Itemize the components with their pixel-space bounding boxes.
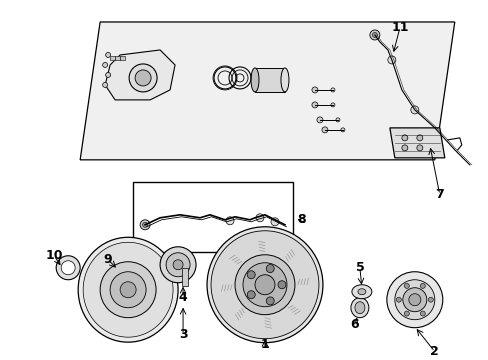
Circle shape: [243, 263, 286, 307]
Circle shape: [100, 262, 156, 318]
Circle shape: [416, 145, 422, 151]
Circle shape: [102, 82, 107, 87]
Text: 9: 9: [103, 253, 112, 266]
Circle shape: [277, 281, 285, 289]
Bar: [182, 268, 188, 286]
Circle shape: [265, 297, 274, 305]
Circle shape: [387, 56, 395, 64]
Bar: [120, 56, 125, 60]
Ellipse shape: [354, 302, 364, 314]
Ellipse shape: [281, 68, 288, 92]
Circle shape: [416, 135, 422, 141]
Circle shape: [311, 102, 317, 108]
Circle shape: [330, 88, 334, 92]
Circle shape: [247, 271, 255, 279]
Circle shape: [142, 222, 147, 227]
Circle shape: [394, 280, 434, 320]
Circle shape: [404, 311, 408, 316]
Polygon shape: [389, 128, 444, 158]
Circle shape: [401, 135, 407, 141]
Ellipse shape: [357, 289, 365, 295]
Polygon shape: [105, 50, 175, 100]
Circle shape: [311, 87, 317, 93]
Circle shape: [160, 247, 196, 283]
Circle shape: [206, 227, 322, 343]
Circle shape: [427, 297, 432, 302]
Circle shape: [102, 62, 107, 67]
Circle shape: [129, 64, 157, 92]
Text: 4: 4: [178, 291, 187, 304]
Circle shape: [173, 260, 183, 270]
Circle shape: [166, 253, 190, 277]
Polygon shape: [80, 22, 454, 160]
Circle shape: [135, 70, 151, 86]
Circle shape: [420, 283, 425, 288]
Circle shape: [120, 282, 136, 298]
Circle shape: [140, 220, 150, 230]
Ellipse shape: [83, 242, 173, 337]
Circle shape: [321, 127, 327, 133]
Ellipse shape: [250, 68, 259, 92]
Circle shape: [420, 311, 425, 316]
Circle shape: [410, 106, 418, 114]
Circle shape: [211, 231, 318, 339]
Ellipse shape: [351, 285, 371, 299]
Bar: [133, 182, 292, 252]
Bar: [110, 56, 115, 60]
Text: 2: 2: [429, 345, 438, 358]
Circle shape: [340, 128, 344, 132]
Circle shape: [372, 32, 377, 37]
Circle shape: [335, 118, 339, 122]
Text: 6: 6: [350, 318, 359, 331]
Ellipse shape: [78, 237, 178, 342]
Circle shape: [401, 145, 407, 151]
Circle shape: [225, 217, 234, 225]
Circle shape: [408, 294, 420, 306]
Circle shape: [396, 297, 401, 302]
Text: 1: 1: [260, 338, 269, 351]
Circle shape: [330, 103, 334, 107]
Circle shape: [316, 117, 322, 123]
Polygon shape: [254, 68, 285, 92]
Circle shape: [270, 218, 278, 226]
Text: 11: 11: [390, 22, 408, 35]
Circle shape: [247, 291, 255, 299]
Text: 7: 7: [434, 188, 443, 201]
Text: 5: 5: [355, 261, 364, 274]
Text: 10: 10: [45, 249, 63, 262]
Circle shape: [386, 272, 442, 328]
Circle shape: [255, 214, 264, 222]
Circle shape: [235, 255, 294, 315]
Text: 8: 8: [297, 213, 305, 226]
Circle shape: [105, 72, 110, 77]
Circle shape: [56, 256, 80, 280]
Circle shape: [402, 288, 426, 312]
Circle shape: [110, 272, 146, 308]
Circle shape: [404, 283, 408, 288]
Circle shape: [105, 53, 110, 58]
Text: 3: 3: [179, 328, 187, 341]
Circle shape: [369, 30, 379, 40]
Circle shape: [61, 261, 75, 275]
Circle shape: [254, 275, 274, 295]
Bar: [115, 56, 120, 60]
Ellipse shape: [350, 298, 368, 318]
Circle shape: [265, 265, 274, 273]
